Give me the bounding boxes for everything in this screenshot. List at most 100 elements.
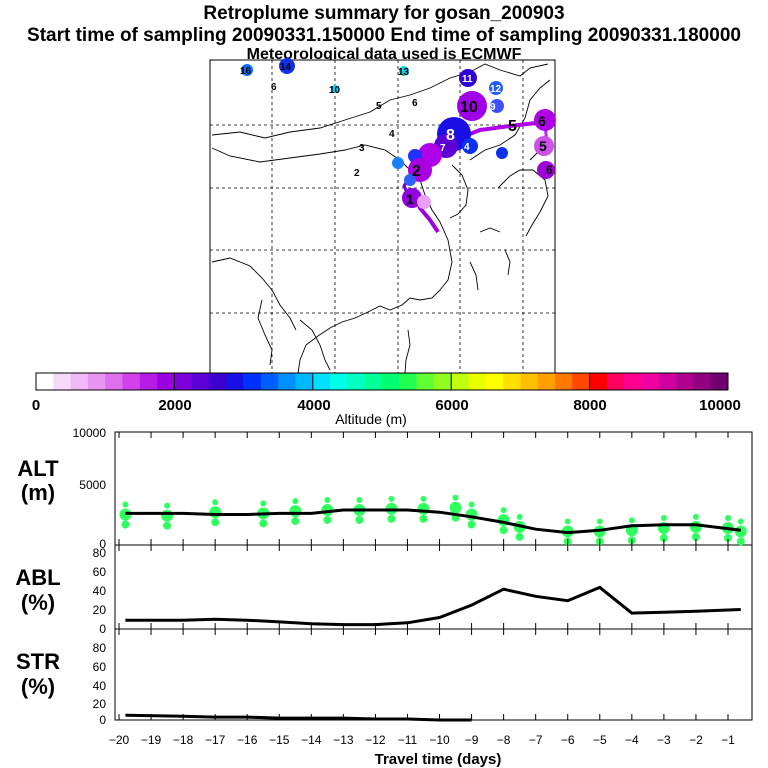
colorbar-swatch (710, 373, 729, 390)
colorbar-swatch (520, 373, 538, 390)
map-cluster-16 (241, 64, 253, 76)
alt-cluster-dot (163, 521, 172, 530)
colorbar-swatch (416, 373, 435, 390)
alt-cluster-dot (291, 517, 300, 526)
colorbar-swatch (572, 373, 590, 390)
colorbar-swatch (676, 373, 694, 390)
alt-cluster-dot (121, 520, 130, 529)
colorbar-swatch (468, 373, 487, 390)
map-graticule (210, 60, 555, 373)
map-cluster-13 (399, 66, 409, 76)
x-tick-label: −11 (398, 733, 418, 747)
x-tick-label: −19 (141, 733, 162, 747)
colorbar-swatch (555, 373, 573, 390)
map-cluster-6b (537, 161, 555, 179)
map-day-label: 5 (508, 118, 517, 135)
map-cluster-5a (534, 136, 554, 156)
map-day-labels: 16 14 13 11 12 10 10 9 8 7 6 6 5 5 4 4 3… (240, 62, 553, 207)
colorbar-swatch (174, 373, 192, 390)
colorbar-swatch (503, 373, 521, 390)
x-tick-label: −10 (429, 733, 450, 747)
colorbar-swatch (399, 373, 417, 390)
map-day-label: 8 (446, 127, 455, 144)
alt-cluster-dot (289, 505, 302, 518)
alt-panel-frame (114, 431, 753, 546)
time-series-panels: ALT (m) ABL (%) STR (%) 10000 5000 0 80 … (15, 426, 753, 768)
chart-title: Retroplume summary for gosan_200903 (203, 3, 565, 24)
x-tick-label: −6 (561, 733, 575, 747)
map-cluster-2b (404, 174, 416, 186)
alt-cluster-dot (417, 502, 430, 515)
colorbar-swatch (226, 373, 244, 390)
alt-cluster-dot (161, 509, 174, 522)
map-cluster-12 (489, 81, 503, 95)
map-cluster-10a (331, 85, 339, 93)
alt-cluster-dots (119, 494, 747, 546)
sampling-times: Start time of sampling 20090331.150000 E… (27, 25, 741, 46)
alt-cluster-dot (736, 537, 745, 546)
alt-cluster-dot (122, 501, 129, 508)
x-tick-label: −2 (689, 733, 703, 747)
map-day-label: 3 (359, 143, 365, 154)
colorbar-swatch (347, 373, 365, 390)
alt-cluster-dot (259, 519, 268, 528)
alt-cluster-dot (355, 515, 364, 524)
alt-cluster-dot (164, 502, 171, 509)
colorbar-swatch (658, 373, 677, 390)
alt-cluster-dot (212, 499, 219, 506)
colorbar-swatch (312, 373, 331, 390)
colorbar-swatch (641, 373, 660, 390)
str-panel-frame (114, 628, 753, 721)
map-day-label: 12 (490, 84, 502, 95)
colorbar-swatch (36, 373, 54, 390)
str-line (125, 713, 472, 722)
colorbar-swatch (606, 373, 625, 390)
abl-ytick: 0 (99, 622, 106, 636)
alt-cluster-dot (734, 525, 747, 538)
map-day-label: 2 (354, 168, 360, 179)
map-day-label: 6 (546, 163, 553, 177)
x-tick-label: −12 (365, 733, 386, 747)
alt-cluster-dot (737, 518, 744, 525)
colorbar-swatch (260, 373, 279, 390)
x-tick-marks (118, 432, 729, 720)
x-tick-label: −1 (721, 733, 735, 747)
map-day-label: 2 (412, 163, 421, 180)
colorbar-swatch (139, 373, 158, 390)
alt-cluster-dot (452, 494, 459, 501)
map-day-label: 14 (280, 62, 292, 73)
map-day-label: 6 (538, 113, 546, 129)
abl-ytick: 20 (93, 603, 107, 617)
abl-ytick: 40 (93, 584, 107, 598)
alt-cluster-dot (387, 514, 396, 523)
alt-cluster-dot (323, 515, 332, 524)
map-day-label: 10 (329, 85, 341, 96)
abl-panel-label: ABL (15, 565, 60, 590)
colorbar-swatch (382, 373, 400, 390)
map-cluster-14 (279, 58, 295, 74)
x-tick-label: −15 (269, 733, 290, 747)
x-tick-label: −8 (497, 733, 511, 747)
alt-cluster-dot (692, 513, 699, 520)
x-tick-label: −9 (465, 733, 479, 747)
map-day-label: 13 (398, 67, 410, 78)
abl-ytick: 80 (93, 546, 107, 560)
alt-cluster-dot (516, 513, 523, 520)
alt-ytick: 0 (99, 537, 106, 551)
abl-line (125, 585, 741, 627)
alt-mean-line (125, 508, 741, 535)
map-day-label: 4 (464, 142, 470, 153)
colorbar-swatch (157, 373, 175, 390)
str-ytick: 80 (93, 641, 107, 655)
map-cluster-1 (402, 188, 422, 208)
alt-cluster-dot (356, 496, 363, 503)
alt-cluster-dot (499, 526, 508, 535)
map-cluster-1b (417, 195, 431, 209)
map-clusters (241, 58, 556, 209)
alt-cluster-dot (689, 520, 702, 533)
alt-cluster-dot (628, 517, 635, 524)
colorbar-swatch (122, 373, 141, 390)
colorbar-swatch (278, 373, 296, 390)
map-day-label: 1 (406, 191, 414, 207)
